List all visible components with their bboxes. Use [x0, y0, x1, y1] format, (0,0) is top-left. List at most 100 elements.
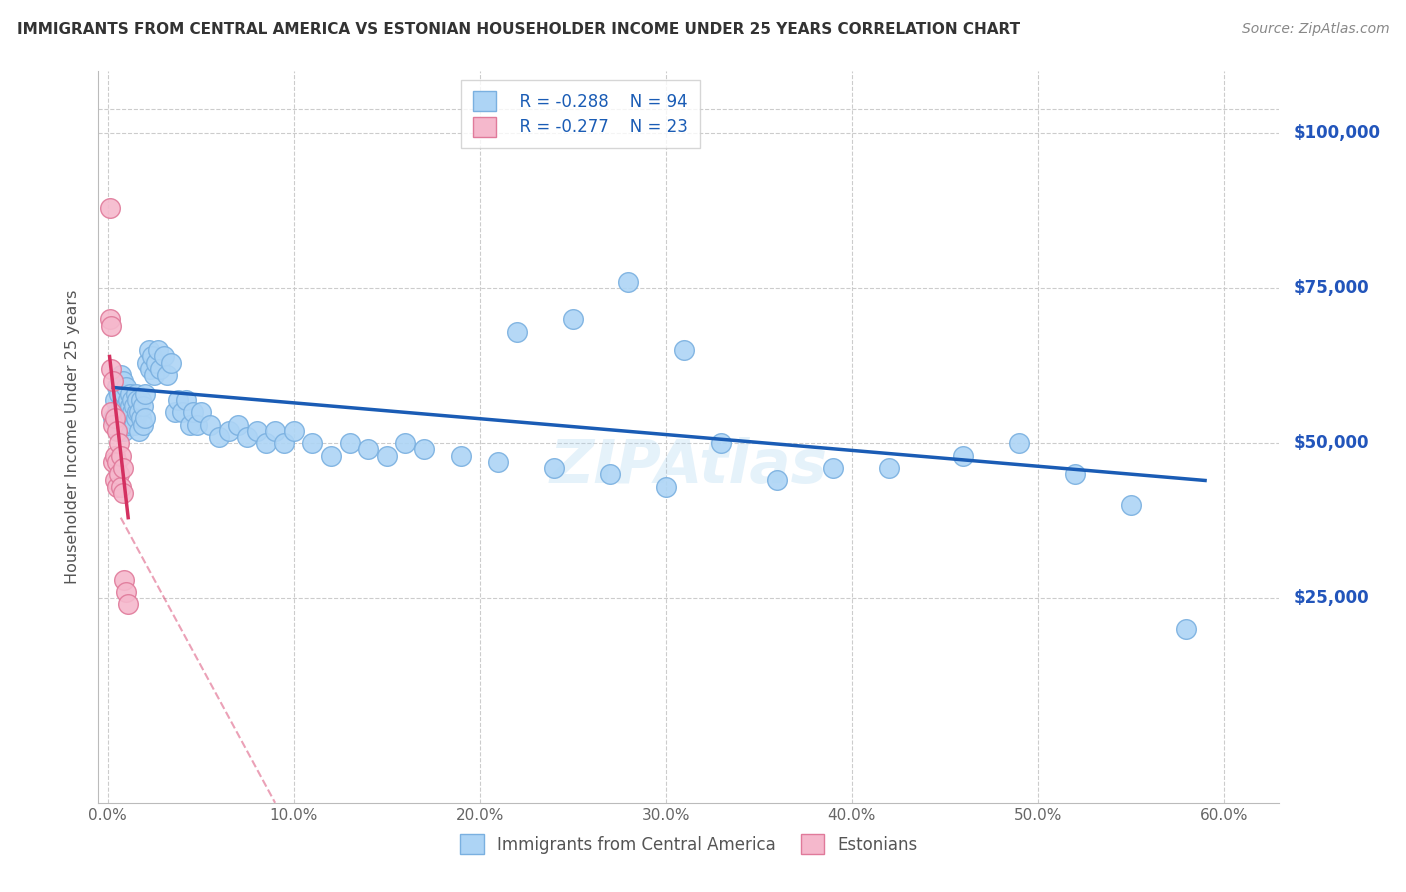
Point [110, 399, 132, 413]
Point [1175, 622, 1198, 636]
Point [115, 399, 138, 413]
Point [111, 392, 134, 407]
Point [100, 318, 122, 333]
Point [129, 392, 152, 407]
Point [543, 461, 565, 475]
Point [179, 417, 201, 432]
Point [124, 386, 146, 401]
Point [105, 480, 128, 494]
Point [110, 449, 132, 463]
Point [506, 325, 529, 339]
Point [146, 343, 169, 358]
Point [394, 436, 416, 450]
Point [152, 350, 174, 364]
Point [167, 392, 190, 407]
Point [111, 374, 134, 388]
Point [115, 380, 138, 394]
Point [104, 474, 127, 488]
Point [121, 392, 143, 407]
Point [139, 362, 162, 376]
Point [134, 411, 156, 425]
Point [108, 424, 131, 438]
Point [114, 573, 136, 587]
Point [264, 424, 287, 438]
Point [105, 380, 128, 394]
Point [599, 467, 621, 482]
Text: $50,000: $50,000 [1294, 434, 1369, 452]
Point [138, 343, 160, 358]
Point [115, 585, 138, 599]
Point [149, 362, 172, 376]
Point [143, 368, 166, 383]
Point [127, 392, 149, 407]
Point [98, 312, 121, 326]
Point [412, 442, 434, 457]
Point [104, 411, 127, 425]
Point [357, 442, 380, 457]
Point [110, 480, 132, 494]
Point [190, 405, 212, 419]
Point [118, 386, 141, 401]
Point [198, 417, 221, 432]
Point [254, 436, 277, 450]
Point [114, 386, 136, 401]
Point [134, 386, 156, 401]
Point [236, 430, 259, 444]
Point [111, 486, 134, 500]
Point [105, 405, 128, 419]
Point [117, 417, 139, 432]
Point [117, 598, 139, 612]
Point [218, 424, 240, 438]
Point [118, 411, 141, 425]
Point [100, 405, 122, 419]
Point [110, 417, 132, 432]
Point [710, 436, 733, 450]
Point [135, 356, 157, 370]
Point [105, 424, 128, 438]
Point [115, 411, 138, 425]
Point [181, 405, 204, 419]
Point [108, 467, 131, 482]
Text: Source: ZipAtlas.com: Source: ZipAtlas.com [1241, 22, 1389, 37]
Point [122, 417, 145, 432]
Point [245, 424, 267, 438]
Point [1063, 467, 1085, 482]
Text: $100,000: $100,000 [1294, 124, 1381, 143]
Point [1008, 436, 1031, 450]
Point [117, 405, 139, 419]
Point [208, 430, 231, 444]
Point [103, 411, 125, 425]
Point [156, 368, 179, 383]
Point [1119, 498, 1142, 512]
Text: $25,000: $25,000 [1294, 590, 1369, 607]
Point [486, 455, 509, 469]
Point [823, 461, 845, 475]
Point [114, 424, 136, 438]
Point [301, 436, 323, 450]
Legend: Immigrants from Central America, Estonians: Immigrants from Central America, Estonia… [454, 828, 924, 860]
Point [283, 424, 305, 438]
Point [319, 449, 342, 463]
Point [654, 480, 676, 494]
Point [172, 405, 194, 419]
Point [673, 343, 696, 358]
Text: IMMIGRANTS FROM CENTRAL AMERICA VS ESTONIAN HOUSEHOLDER INCOME UNDER 25 YEARS CO: IMMIGRANTS FROM CENTRAL AMERICA VS ESTON… [17, 22, 1019, 37]
Point [104, 449, 127, 463]
Point [952, 449, 974, 463]
Y-axis label: Householder Income Under 25 years: Householder Income Under 25 years [65, 290, 80, 584]
Point [117, 392, 139, 407]
Text: $75,000: $75,000 [1294, 279, 1369, 297]
Point [108, 436, 131, 450]
Point [128, 405, 150, 419]
Point [141, 350, 163, 364]
Point [132, 399, 155, 413]
Point [186, 417, 208, 432]
Point [100, 362, 122, 376]
Point [127, 405, 149, 419]
Point [160, 356, 183, 370]
Point [105, 455, 128, 469]
Point [617, 275, 640, 289]
Point [108, 386, 131, 401]
Point [339, 436, 361, 450]
Point [111, 411, 134, 425]
